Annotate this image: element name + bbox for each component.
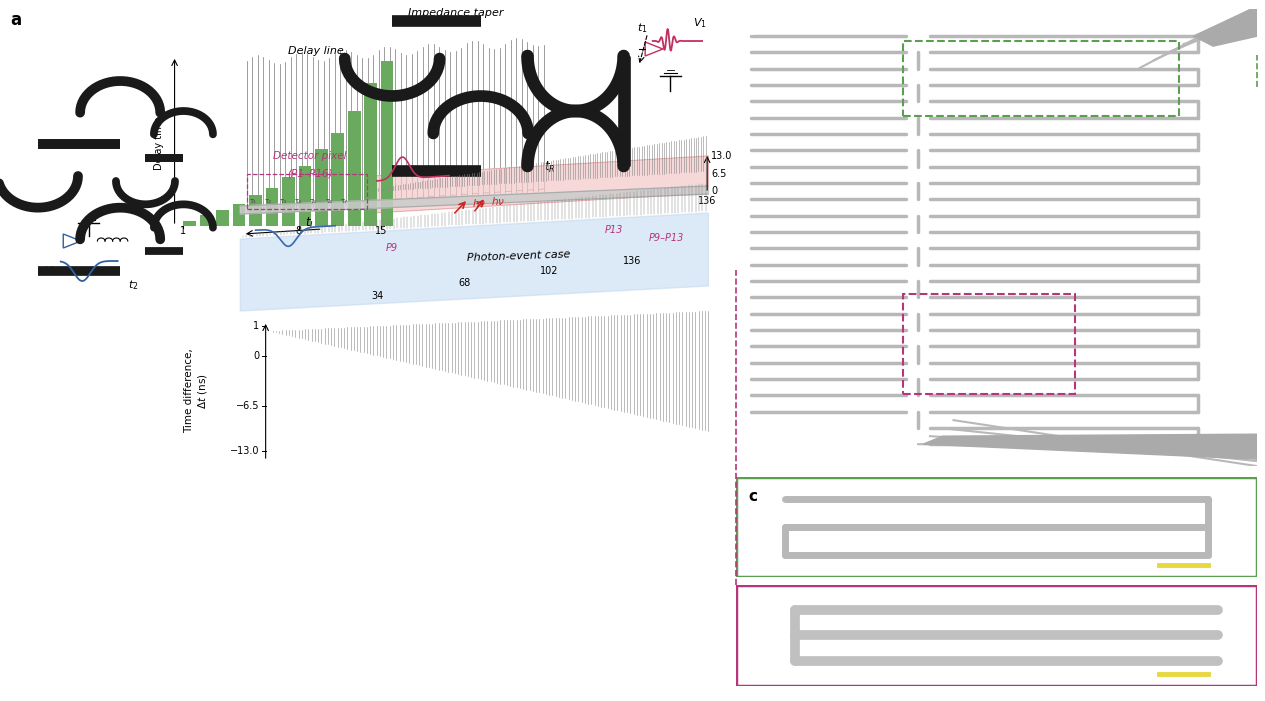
Text: 0: 0	[253, 351, 259, 361]
Bar	[200, 215, 213, 226]
Polygon shape	[923, 434, 1257, 459]
Bar	[299, 165, 311, 226]
Bar	[249, 195, 262, 226]
Text: $t_1$: $t_1$	[638, 21, 648, 35]
Polygon shape	[240, 186, 708, 214]
Text: 136: 136	[624, 256, 641, 266]
Text: b: b	[746, 23, 756, 38]
Text: Detector pixel: Detector pixel	[273, 151, 347, 161]
Bar	[266, 187, 278, 226]
Bar	[381, 61, 393, 226]
Polygon shape	[240, 213, 708, 311]
Text: τ₅: τ₅	[310, 198, 318, 204]
Text: $t_L$: $t_L$	[305, 215, 315, 231]
Bar	[282, 177, 295, 226]
Text: Time difference,
$\Delta t$ (ns): Time difference, $\Delta t$ (ns)	[183, 348, 209, 433]
Polygon shape	[373, 156, 708, 213]
Text: Impedance taper: Impedance taper	[407, 8, 503, 18]
Text: P13: P13	[605, 225, 622, 235]
Text: Delay time: Delay time	[154, 117, 164, 170]
Text: τ₁: τ₁	[249, 198, 257, 204]
Text: 6.5: 6.5	[711, 169, 726, 179]
Text: $h\nu$: $h\nu$	[491, 195, 505, 207]
Text: 0: 0	[711, 186, 717, 196]
Text: τ₇: τ₇	[340, 198, 348, 204]
Text: c: c	[748, 489, 756, 504]
Text: 136: 136	[698, 196, 716, 206]
Text: Photon-event case: Photon-event case	[467, 249, 571, 263]
Text: τ₄: τ₄	[295, 198, 302, 204]
Text: 1: 1	[253, 321, 259, 331]
Text: 34: 34	[371, 291, 383, 301]
Text: (P1–P16): (P1–P16)	[287, 169, 333, 179]
Bar	[903, 294, 1075, 394]
Text: d: d	[748, 597, 759, 613]
Text: Delay line: Delay line	[288, 46, 344, 56]
Text: 68: 68	[458, 278, 471, 288]
Text: 102: 102	[540, 266, 558, 276]
Bar	[216, 210, 229, 226]
Text: $t_2$: $t_2$	[128, 278, 138, 292]
Text: P9–P13: P9–P13	[649, 233, 684, 243]
Text: $h\nu$: $h\nu$	[472, 197, 486, 209]
Text: 1: 1	[181, 226, 186, 236]
Text: 15: 15	[374, 226, 387, 236]
Text: 8: 8	[296, 226, 301, 236]
Text: τ₃: τ₃	[280, 198, 287, 204]
Bar	[348, 111, 361, 226]
Polygon shape	[1193, 6, 1257, 46]
Bar	[364, 83, 377, 226]
Bar	[233, 204, 245, 226]
Text: −6.5: −6.5	[235, 401, 259, 411]
Text: $V_1$: $V_1$	[693, 16, 707, 30]
Text: P9: P9	[386, 243, 398, 253]
Bar	[903, 41, 1179, 116]
Text: 13.0: 13.0	[711, 151, 732, 161]
Bar	[183, 221, 196, 226]
Text: a: a	[10, 11, 22, 29]
Bar	[247, 174, 367, 209]
Text: τ₂: τ₂	[264, 198, 272, 204]
Bar	[331, 132, 344, 226]
Text: −13.0: −13.0	[230, 446, 259, 456]
Text: $t_R$: $t_R$	[544, 159, 557, 175]
Bar	[315, 149, 328, 226]
Text: τ₆: τ₆	[325, 198, 333, 204]
Text: $V_2$: $V_2$	[44, 264, 57, 278]
